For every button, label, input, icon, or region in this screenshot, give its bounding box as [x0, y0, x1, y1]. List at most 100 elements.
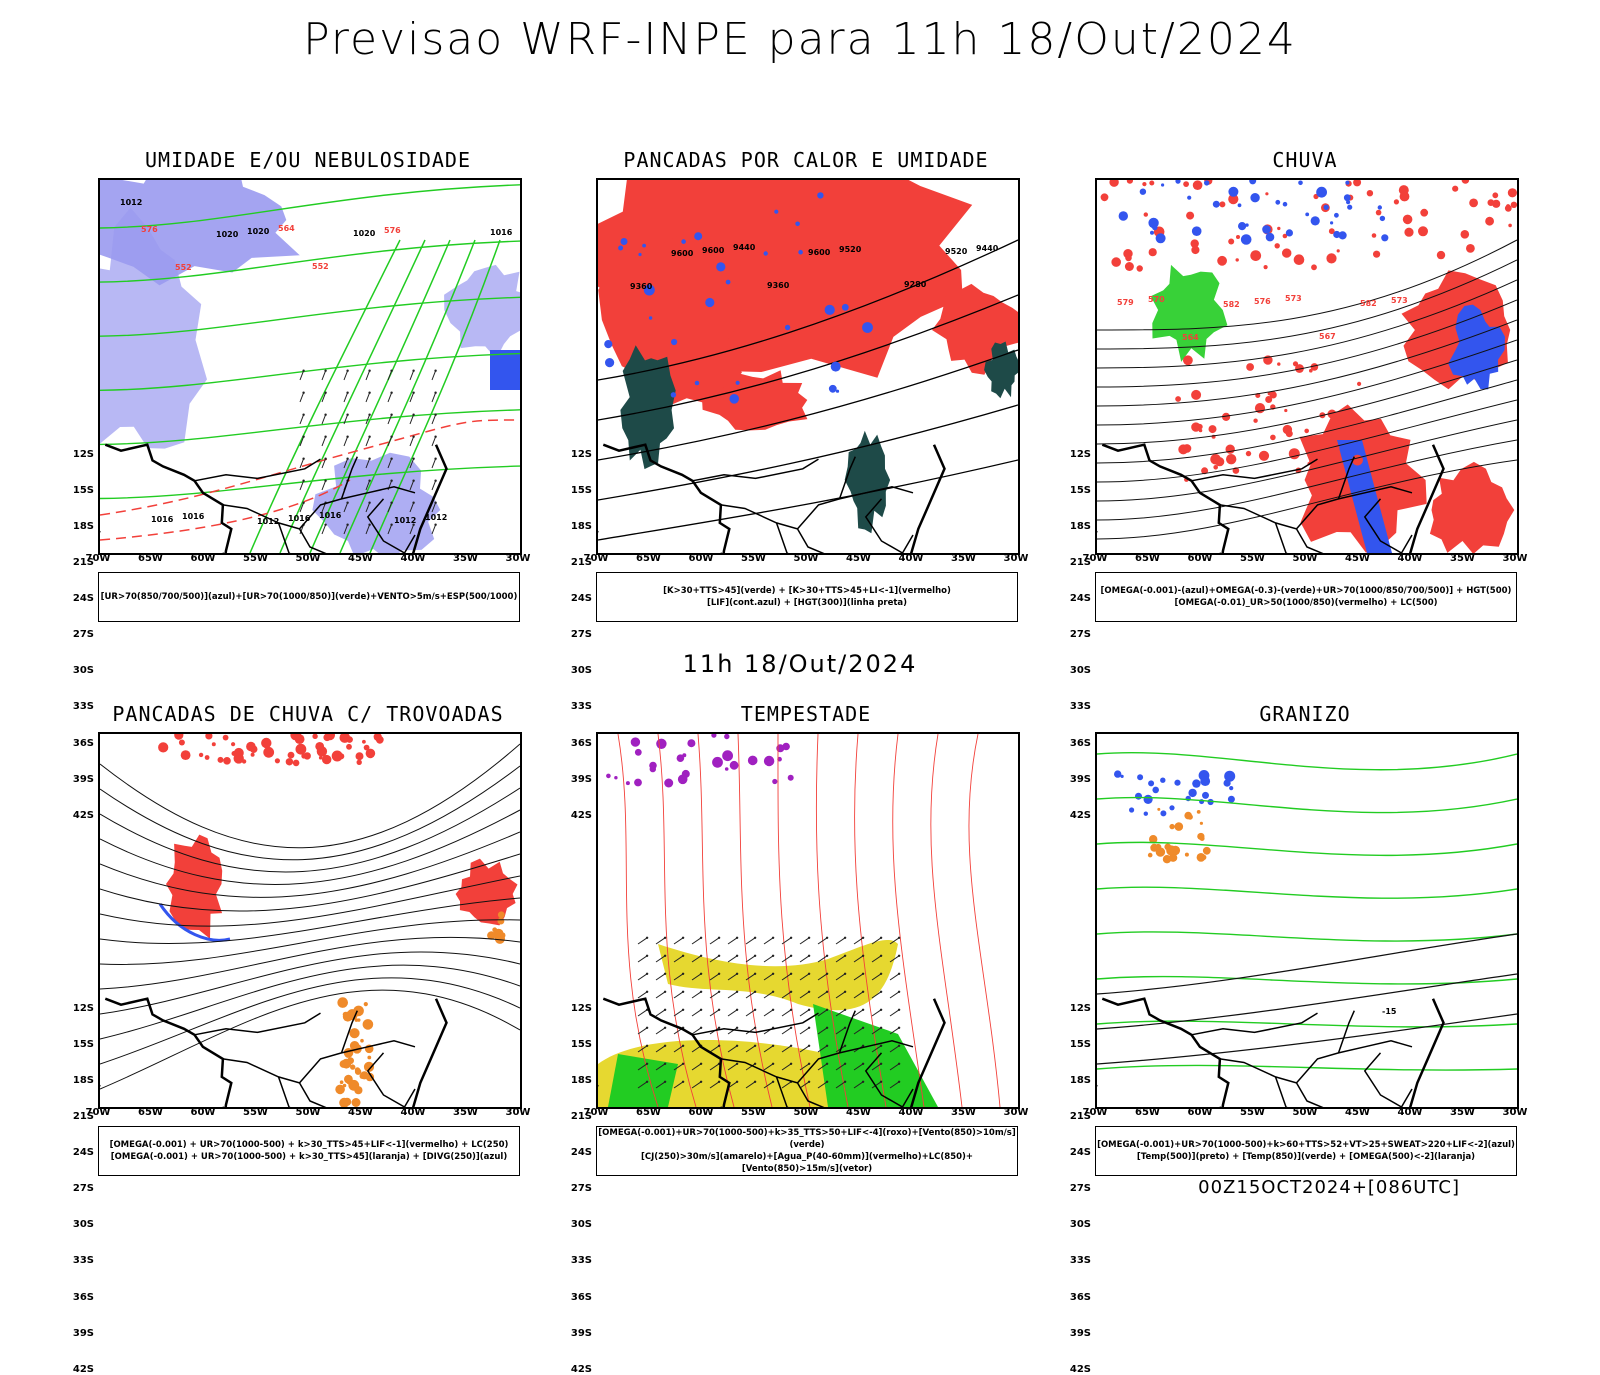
wind-vector-head — [717, 1026, 721, 1029]
wind-vector-head — [789, 1008, 793, 1011]
rain-area — [1111, 257, 1121, 267]
rain-area — [1126, 180, 1133, 184]
wind-vector — [871, 1027, 882, 1035]
longitude-label: 30W — [505, 1107, 531, 1118]
latitude-label: 12S — [72, 448, 94, 460]
wind-vector — [365, 436, 371, 447]
hail-omega-area — [1147, 852, 1153, 858]
geopotential-300-contour — [598, 294, 1018, 421]
thunderstorm-area — [166, 834, 223, 939]
longitude-label: 70W — [85, 553, 111, 564]
wind-vector — [655, 1027, 666, 1035]
wind-vector — [835, 1081, 846, 1089]
map-granizo: -15 — [1095, 732, 1519, 1109]
rain-area — [1510, 201, 1517, 208]
longitude-label: 70W — [1082, 553, 1108, 564]
wind-vector-head — [302, 413, 305, 416]
geopotential-300-contour — [598, 404, 1018, 501]
rain-area — [1191, 422, 1201, 432]
wind-vector-head — [324, 369, 327, 372]
wind-vector — [835, 1027, 846, 1035]
wind-vector — [365, 524, 371, 535]
wind-vector — [387, 414, 393, 425]
hail-area — [1160, 777, 1166, 783]
wind-vector — [871, 1081, 882, 1089]
hail-area — [1227, 795, 1235, 803]
rain-area — [1175, 396, 1181, 402]
rain-omega-area — [1334, 212, 1339, 218]
wind-vector-head — [753, 1080, 757, 1083]
rain-area — [1366, 190, 1374, 197]
rain-omega-area — [1152, 224, 1158, 231]
temperature-500-contour — [1097, 973, 1517, 1030]
rain-omega-area — [1161, 183, 1165, 187]
wind-vector — [709, 937, 720, 945]
convection-orange-area — [351, 1098, 361, 1107]
wind-vector — [727, 1027, 738, 1035]
wind-vector — [817, 1063, 828, 1071]
wind-vector — [781, 1045, 792, 1053]
temperature-850-contour — [1097, 931, 1517, 942]
latitude-label: 24S — [570, 1147, 592, 1159]
wind-vector-head — [434, 435, 437, 438]
wind-vector — [673, 1009, 684, 1017]
convection-orange-area — [349, 1041, 360, 1051]
longitude-label: 45W — [348, 1107, 373, 1118]
latitude-label: 27S — [570, 629, 592, 641]
streamline-250 — [100, 765, 520, 861]
wind-vector — [799, 973, 810, 981]
convection-orange-area — [337, 997, 348, 1008]
thunderstorm-area — [204, 755, 210, 760]
lifted-index-contour — [642, 243, 646, 248]
longitude-label: 45W — [1345, 1107, 1370, 1118]
rain-omega-area — [1155, 233, 1166, 244]
middle-date: 11h 18/Out/2024 — [682, 650, 918, 678]
rain-area — [1310, 363, 1319, 371]
contour-label: 582 — [1360, 299, 1377, 308]
wind-vector — [365, 414, 371, 425]
rain-area — [1148, 248, 1157, 257]
wind-vector-head — [717, 972, 721, 975]
thunderstorm-area — [322, 754, 332, 765]
streamline-250 — [100, 809, 520, 885]
thunderstorm-area — [180, 750, 191, 760]
state-border — [1274, 1076, 1288, 1107]
humidity-low-levels-contour — [369, 239, 501, 553]
latitude-label: 30S — [72, 665, 94, 677]
streamline-850 — [777, 734, 811, 1107]
contour-label: 564 — [278, 224, 295, 233]
latitude-label: 33S — [1069, 1255, 1091, 1267]
wind-vector — [673, 1081, 684, 1089]
lifted-index-contour — [835, 389, 840, 393]
wind-vector-head — [390, 479, 393, 482]
rain-area — [1508, 223, 1512, 228]
longitude-label: 45W — [846, 553, 871, 564]
convection-orange-area — [339, 1097, 350, 1107]
wind-vector-head — [753, 1062, 757, 1065]
wind-vector — [343, 392, 349, 403]
wind-vector-head — [861, 1008, 865, 1011]
wind-vector — [727, 1045, 738, 1053]
longitude-label: 65W — [138, 553, 163, 564]
contour-label: 9520 — [945, 247, 968, 256]
hail-omega-area — [1184, 852, 1189, 857]
state-border — [864, 498, 903, 553]
wind-vector-head — [302, 369, 305, 372]
panel-title-trovoadas: PANCADAS DE CHUVA C/ TROVOADAS — [112, 702, 504, 726]
latitude-label: 15S — [570, 484, 592, 496]
wind-vector-head — [843, 990, 847, 993]
wind-vector-head — [412, 391, 415, 394]
rain-area — [1288, 448, 1300, 460]
wind-vector — [781, 973, 792, 981]
convection-orange-area — [341, 1058, 352, 1069]
wind-vector-head — [735, 936, 739, 939]
latitude-label: 27S — [72, 629, 94, 641]
severe-storm-area — [634, 748, 642, 756]
humidity-low-levels-contour — [279, 239, 426, 553]
severe-storm-area — [634, 778, 642, 787]
convection-orange-area — [367, 1055, 372, 1060]
wind-vector-head — [897, 972, 901, 975]
longitude-label: 30W — [1003, 553, 1029, 564]
wind-vector — [321, 370, 327, 381]
wind-vector-head — [390, 391, 393, 394]
